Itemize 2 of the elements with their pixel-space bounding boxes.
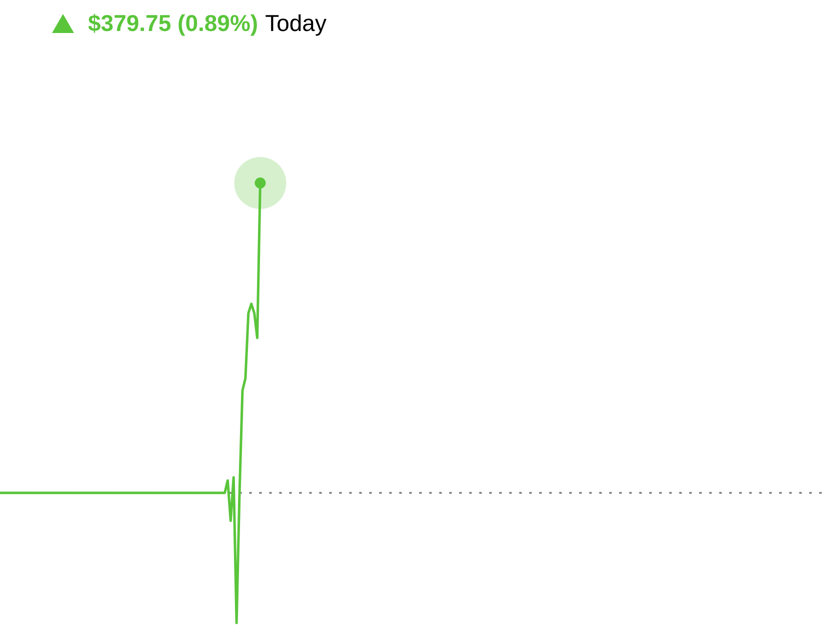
chart-title: $379.75 (0.89%) (88, 10, 258, 37)
chart-subtitle: Today (265, 10, 326, 37)
